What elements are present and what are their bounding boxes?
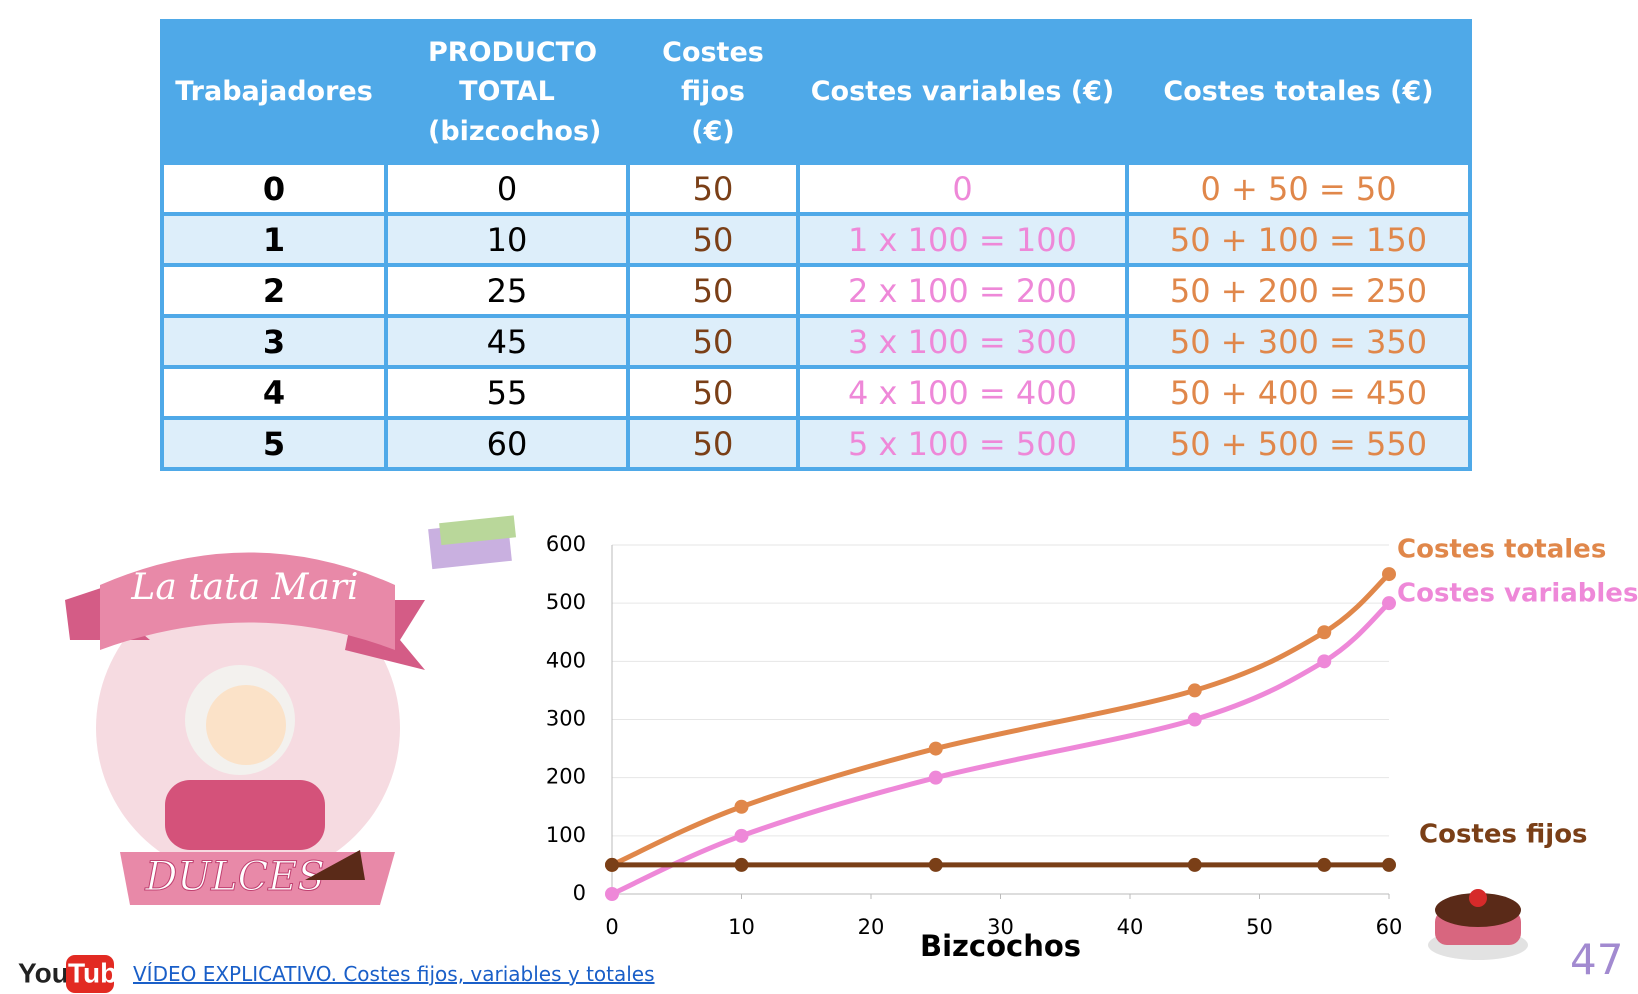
table-row: 1 10 50 1 x 100 = 100 50 + 100 = 150 [160, 212, 1472, 267]
table-cell: 2 x 100 = 200 [796, 263, 1129, 318]
table-cell: 0 [796, 161, 1129, 216]
table-row: 2 25 50 2 x 100 = 200 50 + 200 = 250 [160, 263, 1472, 318]
money-icon [428, 515, 517, 570]
table-cell: 50 [626, 212, 800, 267]
table-cell: 45 [384, 314, 630, 369]
table-cell: 1 x 100 = 100 [796, 212, 1129, 267]
data-point [1382, 857, 1396, 872]
cake-icon [1428, 889, 1528, 960]
x-tick-label: 50 [1246, 915, 1273, 939]
logo-subtitle: DULCES [144, 854, 325, 900]
y-tick-label: 500 [546, 590, 586, 614]
youtube-you: You [18, 957, 69, 988]
data-point [605, 857, 619, 872]
data-point [928, 741, 943, 756]
data-point [1317, 857, 1332, 872]
logo: La tata Mari DULCES [65, 552, 425, 905]
youtube-logo: You Tube [18, 955, 133, 993]
data-point [1382, 596, 1396, 611]
table-cell: 50 + 300 = 350 [1125, 314, 1472, 369]
table-cell: 25 [384, 263, 630, 318]
table-row: 3 45 50 3 x 100 = 300 50 + 300 = 350 [160, 314, 1472, 369]
table-row: 0 0 50 0 0 + 50 = 50 [160, 161, 1472, 216]
table-row: 5 60 50 5 x 100 = 500 50 + 500 = 550 [160, 416, 1472, 471]
data-point [1317, 625, 1332, 640]
column-header: Trabajadores [160, 19, 388, 165]
x-tick-label: 10 [728, 915, 755, 939]
table-cell: 50 [626, 416, 800, 471]
x-tick-label: 0 [605, 915, 618, 939]
table-cell: 50 + 100 = 150 [1125, 212, 1472, 267]
data-point [1317, 654, 1332, 669]
data-point [1187, 712, 1202, 727]
series-label: Costes totales [1397, 535, 1606, 565]
data-point [734, 828, 749, 843]
youtube-tube: Tube [68, 957, 133, 988]
table-cell: 60 [384, 416, 630, 471]
y-tick-label: 400 [546, 648, 586, 672]
data-point [734, 857, 749, 872]
series-label: Costes fijos [1419, 819, 1588, 849]
x-axis-label: Bizcochos [920, 929, 1081, 963]
data-point [605, 887, 619, 901]
table-cell: 10 [384, 212, 630, 267]
x-tick-label: 20 [858, 915, 885, 939]
table-cell: 0 + 50 = 50 [1125, 161, 1472, 216]
data-point [928, 770, 943, 785]
x-tick-label: 30 [987, 915, 1014, 939]
data-point [734, 799, 749, 814]
data-point [928, 857, 943, 872]
table-cell: 1 [160, 212, 388, 267]
table-cell: 0 [160, 161, 388, 216]
table-cell: 3 [160, 314, 388, 369]
table-cell: 5 x 100 = 500 [796, 416, 1129, 471]
data-point [1382, 567, 1396, 582]
table-cell: 3 x 100 = 300 [796, 314, 1129, 369]
table-cell: 50 [626, 314, 800, 369]
table-cell: 50 [626, 365, 800, 420]
table-cell: 0 [384, 161, 630, 216]
column-header: Costes variables (€) [796, 19, 1129, 165]
page-number: 47 [1570, 935, 1624, 984]
table-cell: 2 [160, 263, 388, 318]
table-cell: 50 + 500 = 550 [1125, 416, 1472, 471]
table-cell: 4 [160, 365, 388, 420]
table-cell: 55 [384, 365, 630, 420]
table-cell: 50 [626, 263, 800, 318]
column-header: PRODUCTO TOTAL (bizcochos) [384, 19, 630, 165]
y-tick-label: 300 [546, 707, 586, 731]
table-cell: 50 + 200 = 250 [1125, 263, 1472, 318]
column-header: Costes fijos (€) [626, 19, 800, 165]
y-tick-label: 0 [573, 881, 586, 905]
series-label: Costes variables [1397, 579, 1638, 609]
cost-table: Trabajadores PRODUCTO TOTAL (bizcochos) Co… [160, 19, 1472, 471]
table-cell: 5 [160, 416, 388, 471]
series-line [610, 601, 1391, 897]
y-tick-label: 600 [546, 532, 586, 556]
x-tick-label: 60 [1376, 915, 1403, 939]
logo-title: La tata Mari [130, 567, 358, 608]
table-cell: 50 [626, 161, 800, 216]
table-cell: 4 x 100 = 400 [796, 365, 1129, 420]
data-point [1187, 857, 1202, 872]
x-tick-label: 40 [1117, 915, 1144, 939]
data-point [1187, 683, 1202, 698]
table-row: 4 55 50 4 x 100 = 400 50 + 400 = 450 [160, 365, 1472, 420]
video-link[interactable]: VÍDEO EXPLICATIVO. Costes fijos, variabl… [133, 962, 655, 986]
y-tick-label: 100 [546, 823, 586, 847]
column-header: Costes totales (€) [1125, 19, 1472, 165]
y-tick-label: 200 [546, 765, 586, 789]
table-cell: 50 + 400 = 450 [1125, 365, 1472, 420]
